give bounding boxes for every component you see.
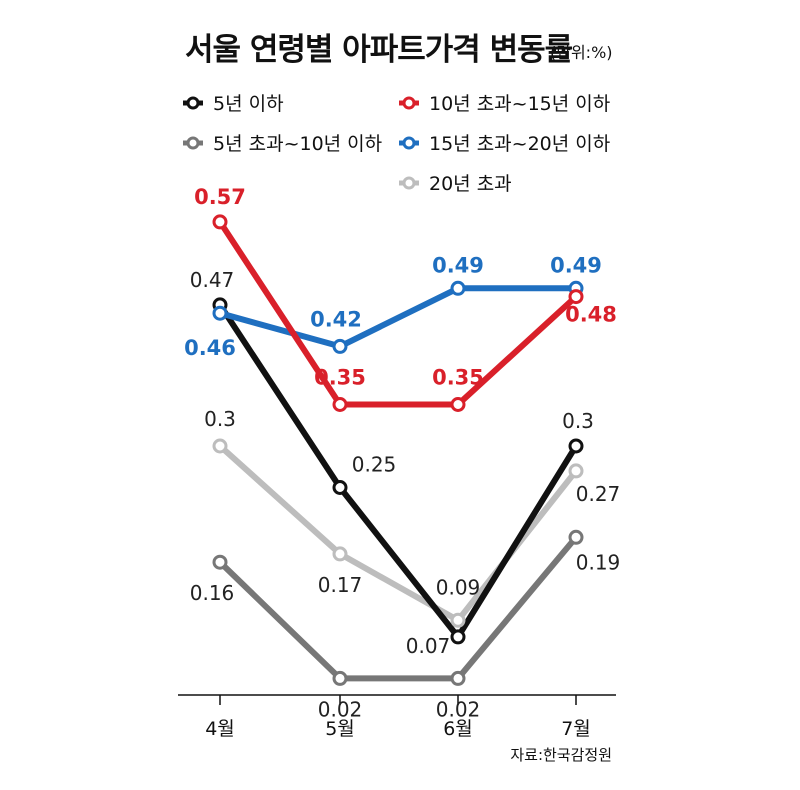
data-label: 0.57: [194, 185, 246, 209]
data-label: 0.42: [310, 307, 362, 331]
data-label: 0.49: [550, 253, 602, 277]
legend-label: 20년 초과: [429, 173, 512, 195]
data-point: [450, 280, 466, 296]
legend-swatch-marker: [402, 136, 416, 150]
legend-label: 10년 초과~15년 이하: [429, 93, 610, 115]
data-label: 0.3: [562, 409, 594, 433]
data-label: 0.07: [406, 634, 451, 658]
data-label: 0.35: [432, 366, 484, 390]
data-label: 0.3: [204, 407, 236, 431]
data-point: [450, 670, 466, 686]
data-label: 0.17: [318, 573, 363, 597]
data-label: 0.25: [352, 453, 397, 477]
series-line: [217, 301, 579, 640]
data-point: [568, 289, 584, 305]
data-point: [332, 480, 348, 495]
data-label: 0.46: [184, 336, 236, 360]
data-label: 0.09: [436, 575, 481, 599]
data-labels: 0.47 0.25 0.07 0.3 0.16 0.02 0.02 0.19 0.57 0.35 0…: [184, 185, 620, 722]
data-point: [212, 438, 228, 454]
x-tick-label: 5월: [325, 718, 355, 740]
legend-swatch-marker: [402, 176, 416, 190]
series-line: [217, 218, 579, 408]
x-tick-label: 4월: [205, 718, 235, 740]
x-tick-label: 7월: [561, 718, 591, 740]
source-note: 자료:한국감정원: [510, 746, 612, 764]
data-point: [332, 397, 348, 412]
data-label: 0.02: [318, 697, 363, 721]
data-point: [568, 463, 584, 479]
data-label: 0.35: [314, 366, 366, 390]
legend-swatch-marker: [186, 136, 200, 150]
data-label: 0.27: [576, 482, 621, 506]
series-lines: [217, 218, 579, 682]
data-point: [568, 438, 584, 454]
legend-label: 5년 초과~10년 이하: [213, 133, 382, 155]
data-point: [212, 214, 228, 230]
series-line: [217, 534, 579, 682]
data-label: 0.02: [436, 697, 481, 721]
series-points: [212, 214, 584, 686]
data-label: 0.48: [565, 303, 617, 327]
unit-label: (단위:%): [550, 43, 613, 62]
legend-swatch-marker: [402, 96, 416, 110]
data-label: 0.49: [432, 253, 484, 277]
data-label: 0.16: [190, 581, 235, 605]
legend: 5년 이하 5년 초과~10년 이하 10년 초과~15년 이하 15년 초과~20년…: [183, 93, 610, 195]
data-point: [332, 338, 348, 354]
data-point: [212, 305, 228, 321]
chart-title: 서울 연령별 아파트가격 변동률: [185, 32, 573, 68]
data-point: [332, 670, 348, 686]
data-point: [332, 546, 348, 562]
x-axis: 4월 5월 6월 7월: [178, 694, 616, 740]
legend-swatch-marker: [186, 96, 200, 110]
data-point: [450, 629, 466, 645]
data-label: 0.47: [190, 268, 235, 292]
data-point: [450, 397, 466, 412]
legend-label: 5년 이하: [213, 93, 284, 115]
data-point: [568, 529, 584, 545]
data-point: [212, 554, 228, 570]
series-line: [217, 285, 579, 350]
data-point: [450, 612, 466, 628]
data-label: 0.19: [576, 550, 621, 574]
legend-label: 15년 초과~20년 이하: [429, 133, 610, 155]
x-tick-label: 6월: [443, 718, 473, 740]
